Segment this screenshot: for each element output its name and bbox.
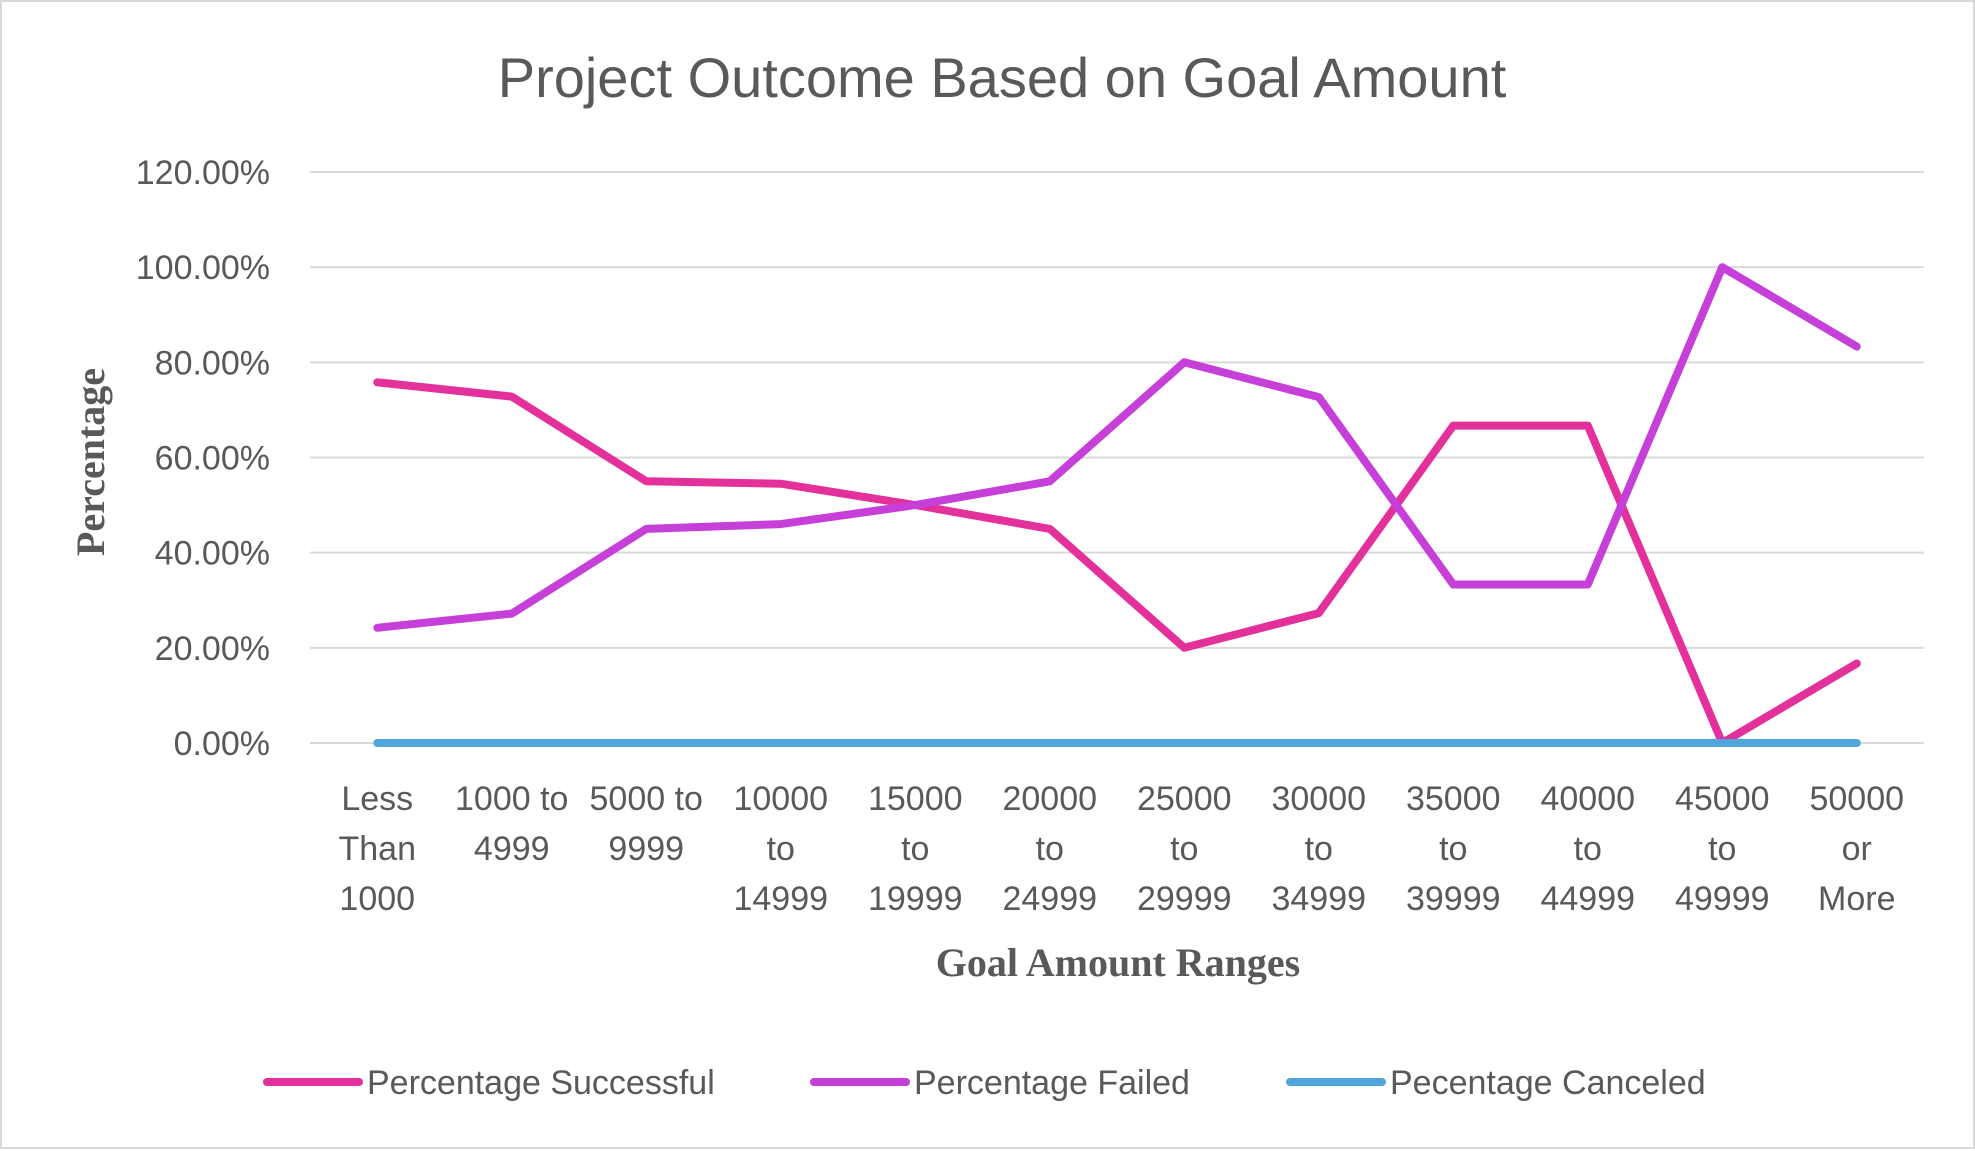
x-tick-label: 40000 to 44999 — [1540, 780, 1635, 918]
x-tick-label-line: 9999 — [608, 830, 684, 868]
x-tick-label-line: 1000 to — [455, 780, 568, 818]
x-tick-label-line: to — [1708, 830, 1736, 868]
x-tick-label-line: to — [1439, 830, 1467, 868]
x-tick-label-line: to — [1305, 830, 1333, 868]
x-tick-label-line: More — [1818, 880, 1895, 918]
y-tick-label: 100.00% — [136, 249, 270, 287]
x-tick-label-line: 1000 — [339, 880, 415, 918]
x-tick-label-line: 4999 — [474, 830, 550, 868]
y-tick-label: 60.00% — [155, 440, 270, 478]
chart-title: Project Outcome Based on Goal Amount — [498, 46, 1507, 109]
legend: Percentage Successful Percentage Failed Pe… — [263, 1064, 1706, 1102]
legend-label: Percentage Successful — [367, 1064, 715, 1102]
legend-item: Percentage Successful — [263, 1064, 715, 1102]
series-lines — [373, 263, 1861, 747]
x-tick-label-line: 34999 — [1271, 880, 1366, 918]
x-tick-label: Less Than 1000 — [339, 780, 417, 918]
y-tick-label: 80.00% — [155, 344, 270, 382]
x-tick-label-line: 39999 — [1406, 880, 1501, 918]
x-tick-label-line: 25000 — [1137, 780, 1232, 818]
x-tick-label-line: 24999 — [1002, 880, 1097, 918]
x-tick-label-line: 15000 — [868, 780, 963, 818]
y-tick-label: 0.00% — [174, 725, 270, 763]
x-tick-label-line: 44999 — [1540, 880, 1635, 918]
legend-label: Pecentage Canceled — [1390, 1064, 1706, 1102]
x-tick-label-line: 49999 — [1675, 880, 1770, 918]
x-tick-label: 10000 to 14999 — [733, 780, 828, 918]
x-tick-label: 1000 to 4999 — [455, 780, 568, 868]
x-tick-label-line: 10000 — [733, 780, 828, 818]
x-tick-label: 25000 to 29999 — [1137, 780, 1232, 918]
x-axis-title: Goal Amount Ranges — [936, 940, 1301, 985]
x-tick-label-line: 40000 — [1540, 780, 1635, 818]
series-line — [373, 378, 1861, 747]
x-tick-label-line: 35000 — [1406, 780, 1501, 818]
y-tick-label: 120.00% — [136, 154, 270, 192]
x-tick-label-line: 30000 — [1271, 780, 1366, 818]
y-tick-label: 20.00% — [155, 630, 270, 668]
x-tick-label: 20000 to 24999 — [1002, 780, 1097, 918]
x-tick-label-line: to — [1036, 830, 1064, 868]
x-tick-label-line: or — [1842, 830, 1872, 868]
x-axis-tick-labels: Less Than 1000 1000 to 4999 5000 to 9999 10000 t… — [339, 780, 1905, 918]
x-tick-label: 15000 to 19999 — [868, 780, 963, 918]
gridlines — [310, 171, 1924, 744]
x-tick-label: 50000 or More — [1809, 780, 1904, 918]
x-tick-label: 30000 to 34999 — [1271, 780, 1366, 918]
y-tick-label: 40.00% — [155, 535, 270, 573]
x-tick-label: 35000 to 39999 — [1406, 780, 1501, 918]
y-axis-title: Percentage — [68, 368, 113, 556]
x-tick-label-line: 5000 to — [590, 780, 703, 818]
x-tick-label-line: Less — [341, 780, 413, 818]
legend-label: Percentage Failed — [914, 1064, 1190, 1102]
series-line — [373, 263, 1861, 632]
legend-item: Pecentage Canceled — [1286, 1064, 1706, 1102]
y-axis-tick-labels: 0.00% 20.00% 40.00% 60.00% 80.00% 100.00% 120.… — [136, 154, 270, 763]
x-tick-label-line: Than — [339, 830, 417, 868]
x-tick-label-line: 19999 — [868, 880, 963, 918]
x-tick-label-line: 14999 — [733, 880, 828, 918]
x-tick-label-line: 50000 — [1809, 780, 1904, 818]
legend-item: Percentage Failed — [810, 1064, 1190, 1102]
x-tick-label-line: 20000 — [1002, 780, 1097, 818]
x-tick-label: 5000 to 9999 — [590, 780, 703, 868]
x-tick-label-line: to — [1170, 830, 1198, 868]
x-tick-label-line: to — [767, 830, 795, 868]
x-tick-label-line: 45000 — [1675, 780, 1770, 818]
x-tick-label-line: 29999 — [1137, 880, 1232, 918]
x-tick-label: 45000 to 49999 — [1675, 780, 1770, 918]
x-tick-label-line: to — [1574, 830, 1602, 868]
x-tick-label-line: to — [901, 830, 929, 868]
